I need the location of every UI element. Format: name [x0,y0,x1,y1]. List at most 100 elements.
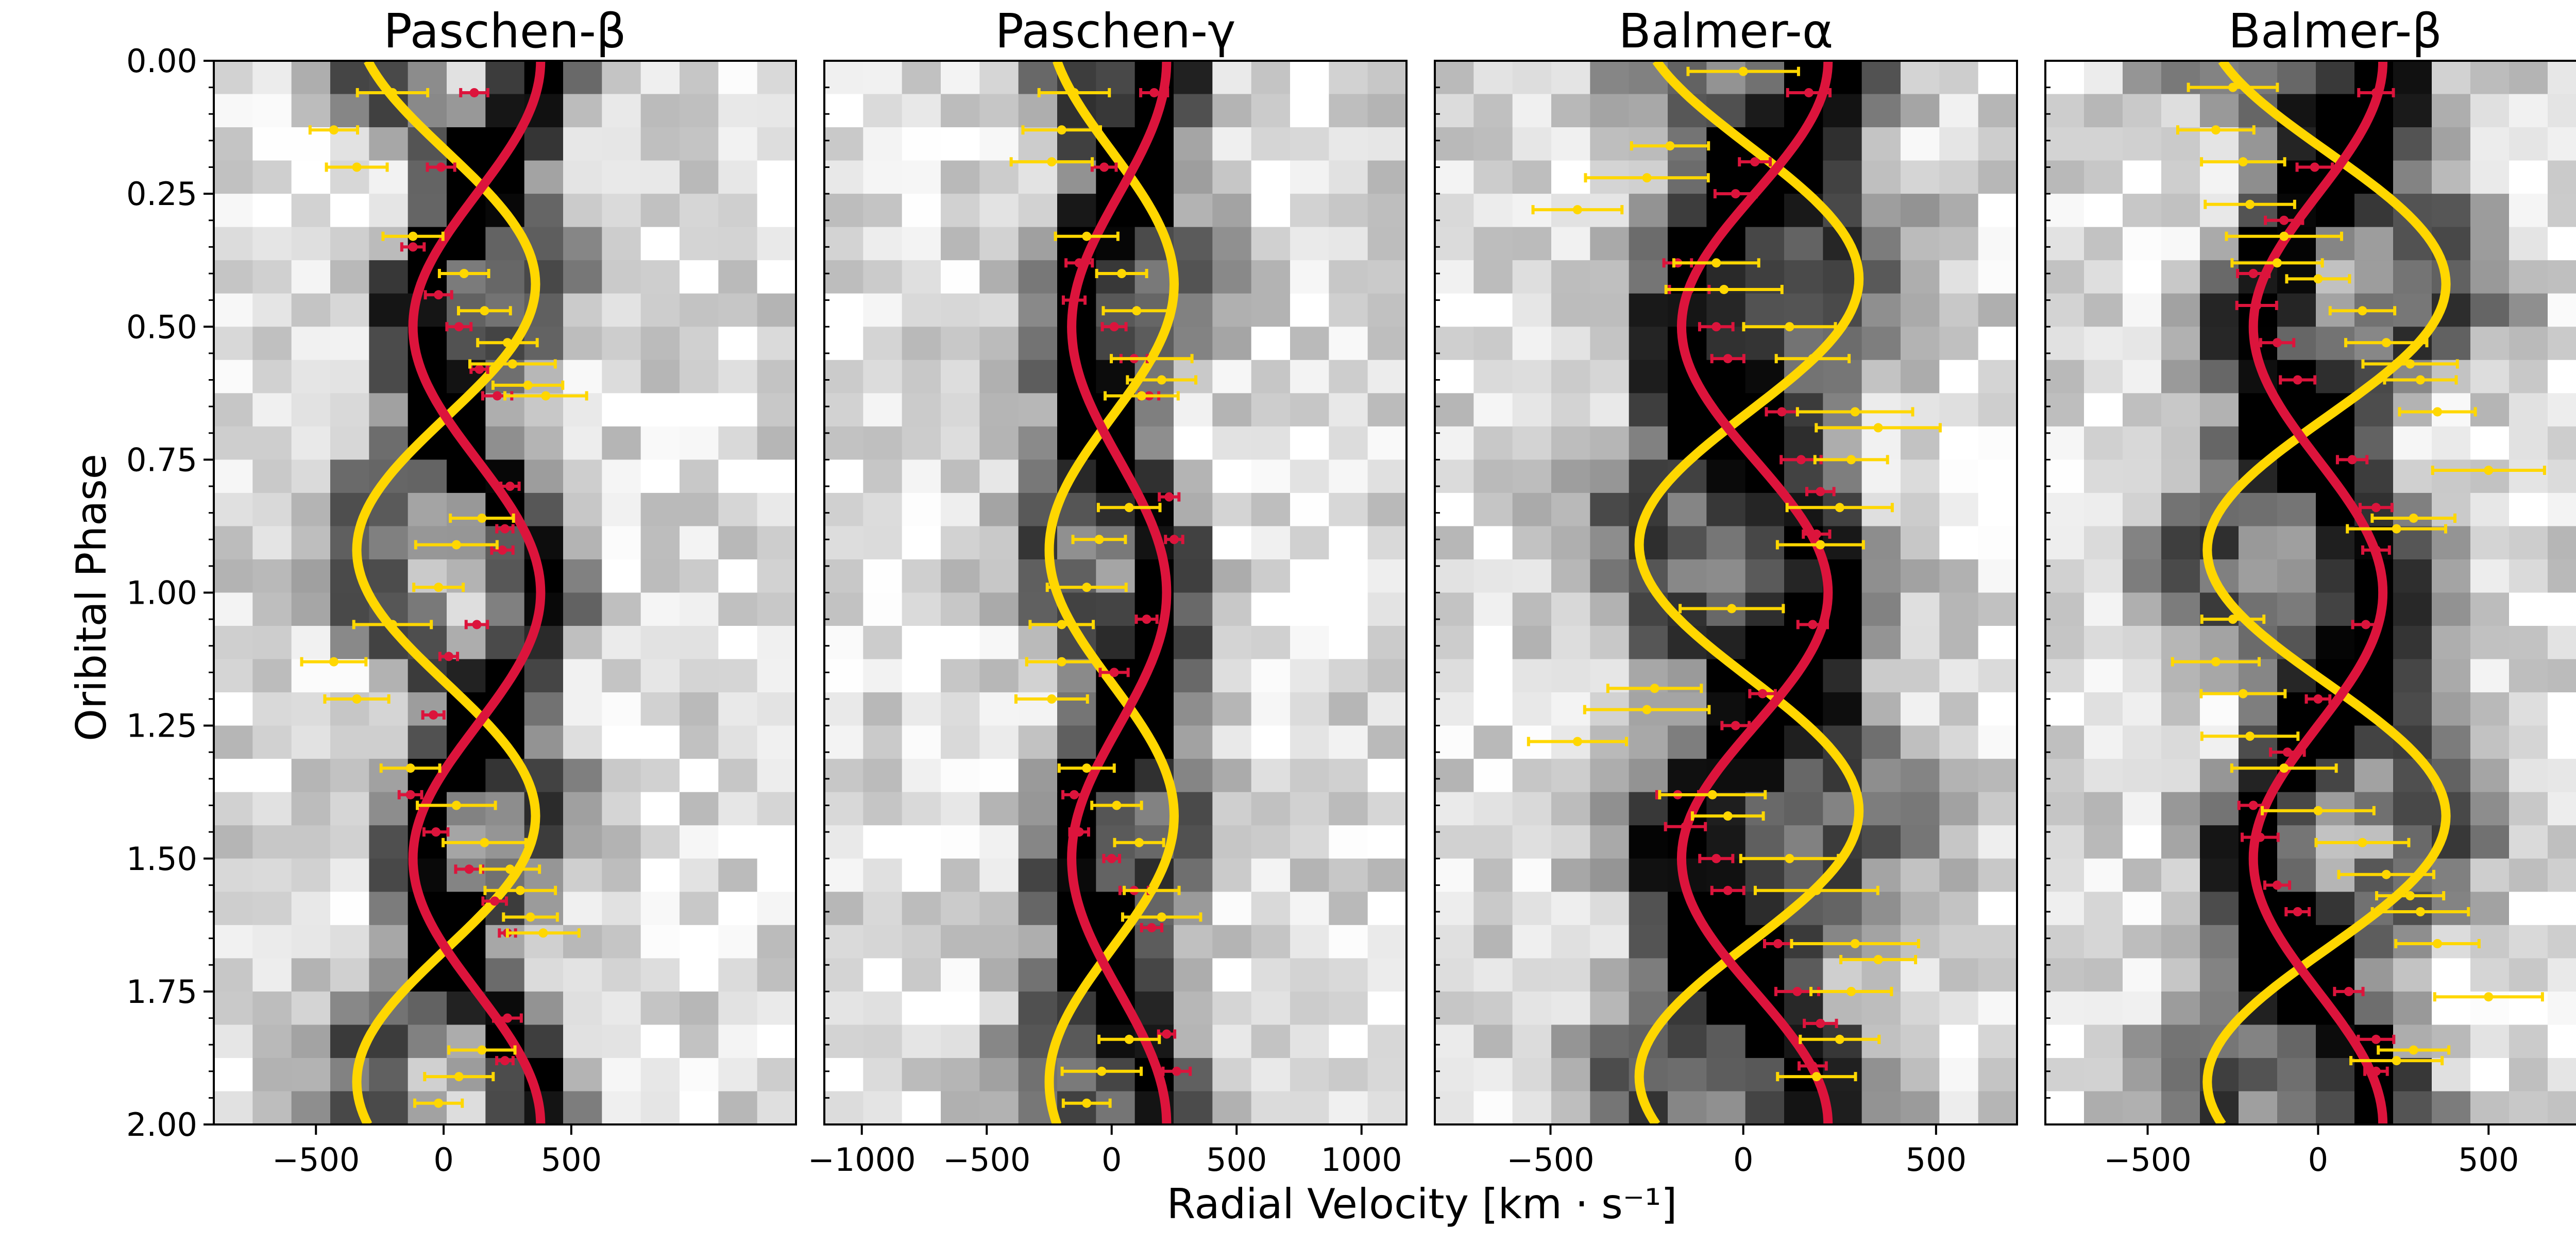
trail-cell [2548,925,2576,959]
trail-cell [1435,692,1475,726]
trail-cell [824,991,864,1026]
trail-cell [979,958,1019,992]
trail-cell [1290,958,1330,992]
trail-cell [330,626,370,660]
trail-cell [640,393,680,427]
trail-cell [252,492,292,527]
yellow-data-point [1873,954,1883,964]
trail-cell [1290,327,1330,361]
trail-cell [1590,825,1630,859]
yellow-data-point [1816,540,1825,550]
trail-cell [2548,293,2576,328]
trail-cell [2432,725,2471,760]
yellow-data-point [2358,838,2367,847]
trail-cell [2509,61,2548,95]
trail-cell [1290,393,1330,427]
trail-cell [2161,892,2200,926]
trail-cell [1473,559,1513,593]
trail-cell [680,459,719,493]
trail-cell [1057,194,1097,228]
trail-cell [2239,1091,2278,1124]
trail-cell [291,426,331,461]
trail-cell [330,426,370,461]
trail-cell [718,459,758,493]
trail-cell [824,759,864,793]
trail-cell [824,492,864,527]
trail-cell [602,94,641,128]
trail-cell [2045,858,2084,893]
trail-cell [941,1058,980,1092]
trail-cell [214,360,253,394]
trail-cell [1629,260,1668,294]
trail-cell [1784,592,1824,627]
trail-cell [1134,991,1174,1026]
yellow-fit-curve [1634,61,1864,1124]
trail-cell [1861,160,1901,195]
trail-cell [1901,892,1940,926]
trail-cell [1629,725,1668,760]
trail-cell [680,160,719,195]
yellow-data-point [1850,939,1860,948]
trail-cell [2084,592,2123,627]
red-data-point [500,524,510,534]
trail-cell [757,61,796,95]
trail-cell [757,925,796,959]
trail-cell [1367,759,1406,793]
trail-cell [2432,327,2471,361]
panels-group: 0.000.250.500.751.001.251.501.752.00−500… [126,4,2576,1179]
trail-cell [1512,61,1552,95]
trail-cell [602,293,641,328]
trail-cell [1706,293,1746,328]
trail-cell [369,194,409,228]
trail-cell [2470,1025,2510,1059]
trail-cell [2200,160,2239,195]
trail-cell [291,526,331,560]
trail-cell [1174,293,1213,328]
trail-cell [2277,61,2316,95]
trail-cell [757,94,796,128]
trail-cell [2509,626,2548,660]
trail-cell [1251,858,1291,893]
trail-cell [1057,526,1097,560]
trail-cell [1512,260,1552,294]
trail-cell [1473,393,1513,427]
trail-cell [2277,293,2316,328]
trail-cell [1861,327,1901,361]
trail-cell [1290,492,1330,527]
trail-cell [718,492,758,527]
yellow-data-point [1665,141,1675,151]
trail-cell [2470,127,2510,161]
trail-cell [2200,127,2239,161]
trail-cell [2200,892,2239,926]
trail-cell [1329,61,1368,95]
trail-cell [680,94,719,128]
trail-cell [1174,393,1213,427]
trail-cell [1939,94,1979,128]
trail-cell [1629,426,1668,461]
trail-cell [602,1025,641,1059]
yellow-data-point [1124,1034,1134,1044]
trail-cell [2509,825,2548,859]
trail-cell [680,194,719,228]
trail-cell [563,659,603,693]
trail-cell [863,194,903,228]
trail-cell [2277,492,2316,527]
trail-cell [602,892,641,926]
yellow-data-point [2238,157,2248,167]
trail-cell [1668,759,1707,793]
trail-cell [1512,592,1552,627]
trail-cell [1435,592,1475,627]
yellow-data-point [1097,1066,1107,1076]
trail-cell [1939,759,1979,793]
y-tick-label: 2.00 [126,1106,197,1144]
trail-cell [2548,160,2576,195]
trail-cell [2354,759,2394,793]
trail-cell [2470,227,2510,261]
trail-cell [941,293,980,328]
trail-cell [1018,360,1058,394]
trail-cell [602,592,641,627]
trail-cell [291,492,331,527]
trail-cell [824,194,864,228]
trail-cell [563,194,603,228]
trail-cell [2200,426,2239,461]
